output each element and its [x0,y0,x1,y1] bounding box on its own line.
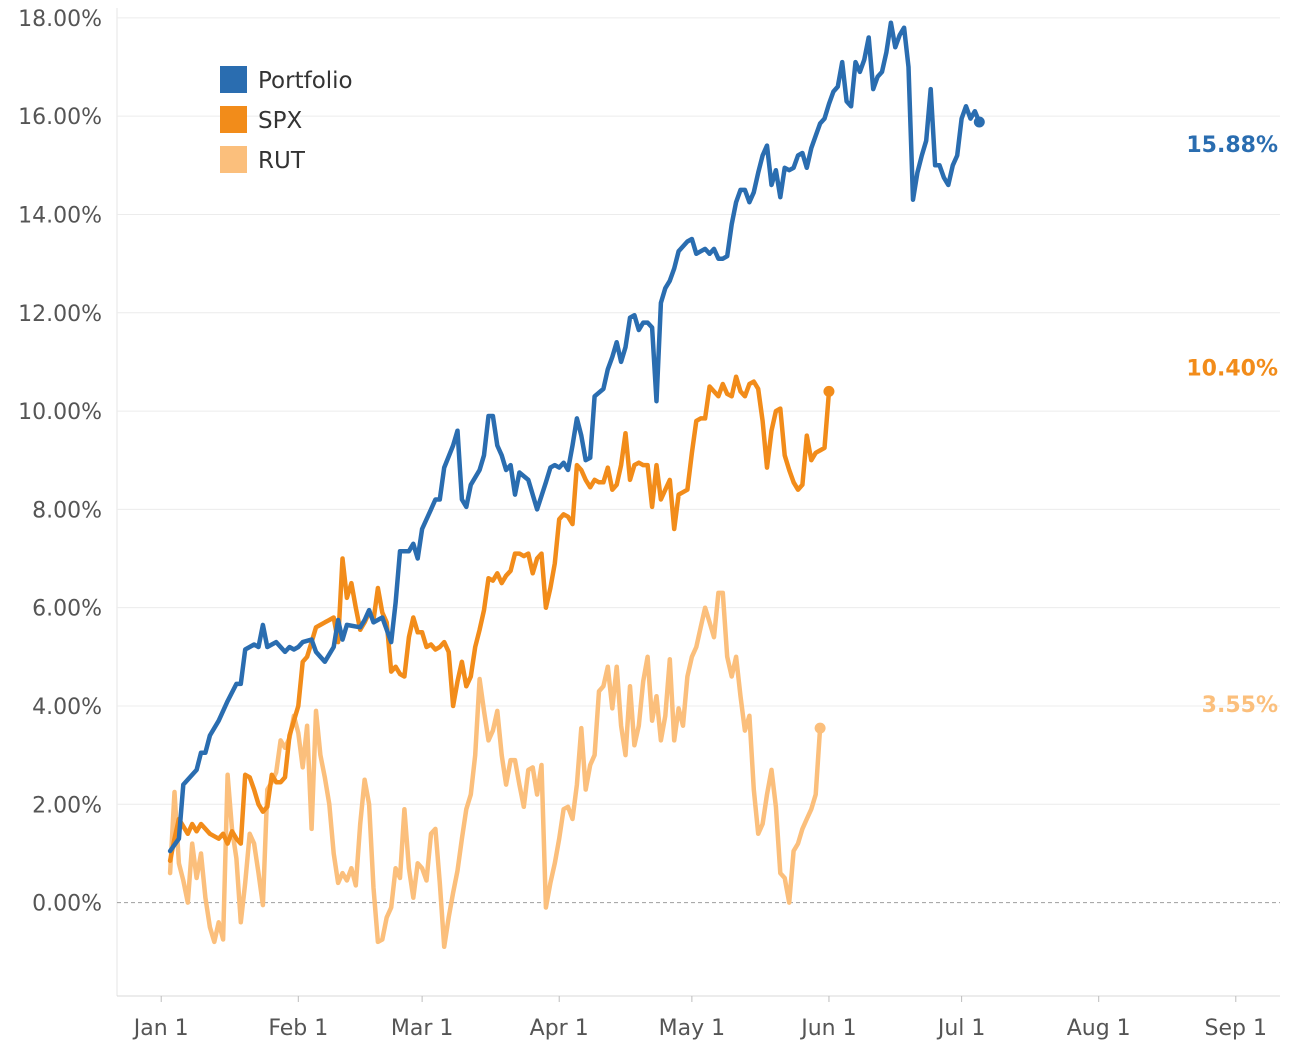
x-tick-label: Jun 1 [799,1016,856,1041]
series-layer [167,20,985,950]
series-line-portfolio [167,20,982,854]
legend-swatch-spx [220,106,247,133]
y-tick-label: 16.00% [18,105,102,130]
y-tick-label: 6.00% [32,597,102,622]
legend-swatch-portfolio [220,66,247,93]
legend-label-spx: SPX [258,108,302,134]
series-endpoint-portfolio [973,116,985,128]
y-tick-label: 10.00% [18,400,102,425]
x-axis: Jan 1 Feb 1 Mar 1 Apr 1 May 1 Jun 1 Jul 1 Aug 1… [117,995,1280,1041]
end-labels: 15.88% 10.40% 3.55% [1186,133,1278,718]
x-tick-label: Jan 1 [132,1016,189,1041]
end-label-rut: 3.55% [1202,693,1278,718]
legend-label-rut: RUT [258,148,306,174]
x-tick-label: Apr 1 [530,1016,589,1041]
end-label-portfolio: 15.88% [1186,133,1278,158]
x-tick-label: Feb 1 [268,1016,328,1041]
y-tick-label: 14.00% [18,203,102,228]
x-tick-label: Sep 1 [1205,1016,1267,1041]
grid-layer [116,8,1280,996]
x-tick-label: Aug 1 [1067,1016,1131,1041]
legend: Portfolio SPX RUT [220,66,353,174]
legend-label-portfolio: Portfolio [258,68,353,94]
end-label-spx: 10.40% [1186,356,1278,381]
y-tick-label: 2.00% [32,793,102,818]
y-tick-label: 4.00% [32,695,102,720]
y-axis: 0.00% 2.00% 4.00% 6.00% 8.00% 10.00% 12.00% 14.… [18,7,102,917]
series-line-rut [167,590,823,950]
y-tick-label: 18.00% [18,7,102,32]
x-tick-label: May 1 [659,1016,725,1041]
legend-swatch-rut [220,146,247,173]
series-line-spx [167,374,832,864]
series-endpoint-spx [823,385,835,397]
x-tick-label: Mar 1 [391,1016,454,1041]
y-tick-label: 8.00% [32,498,102,523]
series-endpoint-rut [814,722,826,734]
y-tick-label: 0.00% [32,892,102,917]
x-tick-label: Jul 1 [936,1016,986,1041]
y-tick-label: 12.00% [18,302,102,327]
